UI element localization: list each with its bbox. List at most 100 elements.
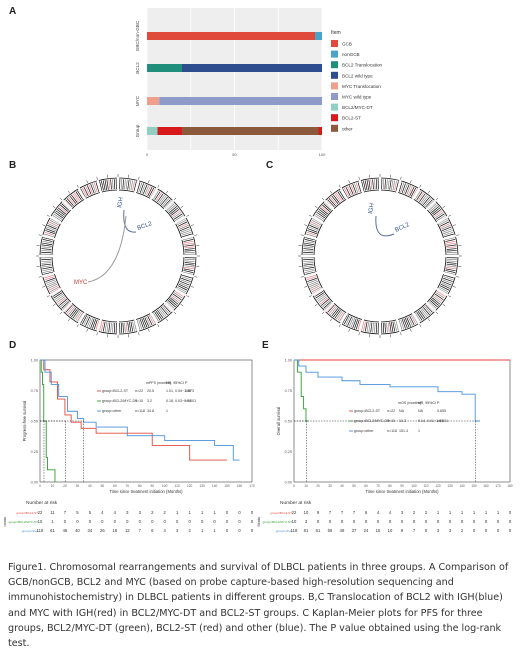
- km-group-n: n=22: [135, 389, 143, 393]
- circos-tick: [47, 215, 50, 217]
- km-risk-value: 0: [473, 519, 476, 524]
- km-risk-value: 10: [38, 519, 43, 524]
- km-risk-value: 0: [377, 519, 380, 524]
- km-xtick-label: 160: [237, 484, 243, 488]
- km-group-median: 3.2: [147, 399, 152, 403]
- circos-cytoband: [45, 230, 54, 233]
- circos-tick: [39, 235, 42, 236]
- km-risk-title: Number at risk: [280, 500, 312, 506]
- circos-tick: [453, 286, 456, 287]
- circos-tick: [330, 191, 332, 193]
- km-risk-row-label: group=BCL2-ST: [270, 511, 292, 515]
- circos-cytoband: [142, 319, 146, 328]
- km-risk-value: 0: [176, 519, 179, 524]
- panel-a-legend-title: Item: [331, 30, 341, 36]
- km-risk-value: 40: [75, 528, 80, 533]
- km-risk-value: 0: [251, 519, 254, 524]
- km-risk-value: 4: [101, 510, 104, 515]
- panel-a-bar-segment: [147, 127, 158, 135]
- km-risk-value: 49: [340, 528, 345, 533]
- km-risk-value: 3: [305, 519, 308, 524]
- circos-tick: [53, 304, 55, 306]
- km-group-n: n=118: [387, 429, 397, 433]
- km-xtick-label: 50: [352, 484, 356, 488]
- circos-cytoband: [388, 323, 389, 333]
- circos-cytoband: [304, 264, 314, 265]
- circos-cytoband: [107, 322, 108, 332]
- circos-cytoband: [181, 278, 190, 281]
- circos-tick: [138, 177, 139, 180]
- circos-cytoband: [386, 179, 387, 189]
- circos-cytoband: [184, 266, 194, 267]
- km-risk-row-label: group=other: [276, 529, 292, 533]
- circos-tick: [174, 198, 176, 200]
- circos-cytoband: [185, 250, 195, 251]
- circos-cytoband: [443, 229, 452, 233]
- km-group-n: n=22: [387, 409, 395, 413]
- km-xtick-label: 130: [199, 484, 205, 488]
- circos-tick: [400, 332, 401, 335]
- circos-cytoband: [46, 280, 55, 284]
- panel-a-legend-label: MYC wild type: [342, 95, 372, 100]
- circos-cytoband: [373, 323, 374, 333]
- circos-cytoband: [145, 317, 149, 326]
- circos-tick: [309, 296, 312, 298]
- circos-cytoband: [447, 261, 457, 262]
- km-xtick-label: 160: [483, 484, 489, 488]
- km-risk-value: 0: [238, 510, 241, 515]
- circos-cytoband: [41, 249, 51, 250]
- circos-cytoband: [123, 179, 124, 189]
- km-strata-label: Strata: [4, 517, 7, 527]
- km-risk-value: 7: [64, 510, 67, 515]
- km-legend-label: group=BCL2/MYC-DT: [354, 419, 390, 423]
- km-xtick-label: 80: [138, 484, 142, 488]
- km-risk-value: 22: [38, 510, 43, 515]
- circos-cytoband: [128, 322, 129, 332]
- km-xtick-label: 30: [76, 484, 80, 488]
- circos-cytoband: [369, 180, 370, 190]
- circos-cytoband: [181, 229, 190, 233]
- circos-tick: [39, 276, 42, 277]
- circos-tick: [181, 304, 183, 306]
- km-ytick-label: 0.75: [285, 389, 292, 393]
- km-risk-value: 11: [50, 510, 55, 515]
- circos-cytoband: [129, 180, 131, 190]
- panel-a-legend-swatch: [331, 114, 338, 121]
- km-xtick-label: 120: [435, 484, 441, 488]
- km-risk-value: 7: [139, 528, 142, 533]
- km-risk-value: 24: [364, 528, 369, 533]
- km-risk-value: 1: [213, 510, 216, 515]
- circos-link-myc-igh: [88, 216, 126, 282]
- km-risk-value: 1: [201, 510, 204, 515]
- circos-cytoband: [92, 319, 95, 328]
- circos-tick: [194, 276, 197, 277]
- km-risk-value: 46: [63, 528, 68, 533]
- km-risk-value: 1: [497, 510, 500, 515]
- circos-cytoband: [47, 225, 56, 229]
- circos-cytoband: [446, 266, 456, 267]
- km-risk-value: 37: [352, 528, 357, 533]
- circos-cytoband: [111, 323, 112, 333]
- circos-tick: [322, 312, 324, 314]
- circos-cytoband: [47, 283, 56, 287]
- circos-tick: [410, 180, 411, 183]
- circos-cytoband: [92, 183, 95, 192]
- km-ylabel: Overall survival: [276, 407, 281, 436]
- circos-tick: [315, 206, 317, 208]
- circos-cytoband: [407, 317, 411, 326]
- panel-a-legend-swatch: [331, 104, 338, 111]
- circos-cytoband: [367, 180, 369, 190]
- panel-a-legend-label: BCL2/MYC-DT: [342, 105, 373, 110]
- circos-cytoband: [308, 280, 317, 284]
- km-group-median: 151.4: [399, 429, 408, 433]
- circos-cytoband: [402, 183, 405, 192]
- km-risk-value: 1: [449, 510, 452, 515]
- circos-tick: [301, 276, 304, 277]
- panel-a-bar-segment: [147, 64, 182, 72]
- circos-cytoband: [111, 179, 112, 189]
- km-risk-value: 1: [473, 510, 476, 515]
- km-risk-value: 2: [425, 510, 428, 515]
- km-group-p: 0.973: [185, 389, 194, 393]
- km-ytick-label: 0.25: [31, 450, 38, 454]
- km-xtick-label: 0: [39, 484, 41, 488]
